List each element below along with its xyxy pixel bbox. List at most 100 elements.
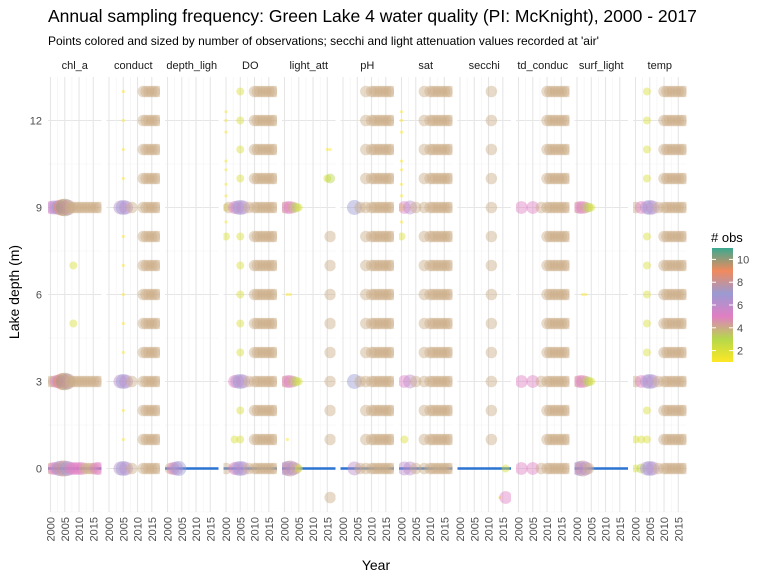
data-point <box>140 433 152 446</box>
data-point <box>663 375 676 388</box>
data-point <box>669 172 682 185</box>
data-point <box>558 259 570 272</box>
data-point <box>544 230 556 243</box>
data-point <box>642 435 651 444</box>
data-point <box>137 230 150 243</box>
x-tick-label: 2005 <box>411 517 423 541</box>
legend-colorbar <box>712 248 733 362</box>
data-point <box>374 172 386 185</box>
data-point <box>663 230 676 243</box>
x-tick-label: 2005 <box>177 517 189 541</box>
data-point <box>663 172 676 185</box>
data-point <box>251 317 264 330</box>
data-point <box>678 143 687 156</box>
data-point <box>140 317 152 330</box>
data-point <box>645 374 660 389</box>
data-point <box>254 230 266 243</box>
facet-label: sat <box>418 60 433 72</box>
data-point <box>555 404 568 417</box>
data-point <box>140 404 152 417</box>
facet-label: temp <box>648 60 672 72</box>
data-point <box>53 199 71 216</box>
data-point <box>140 172 152 185</box>
data-point <box>661 462 673 475</box>
data-point <box>561 375 570 388</box>
data-point <box>444 346 453 359</box>
data-point <box>642 145 651 154</box>
data-point <box>140 201 152 214</box>
data-point <box>146 317 158 330</box>
data-point <box>137 404 150 417</box>
data-point <box>251 259 264 272</box>
data-point <box>263 346 275 359</box>
data-point <box>151 143 160 156</box>
data-point <box>658 346 670 359</box>
data-point <box>360 317 372 330</box>
data-point <box>561 201 570 214</box>
data-point <box>516 375 528 388</box>
data-point <box>574 462 584 475</box>
data-point <box>377 317 389 330</box>
data-point <box>263 433 275 446</box>
data-point <box>672 201 685 214</box>
data-point <box>251 375 264 388</box>
data-point <box>661 288 673 301</box>
data-point <box>290 376 301 387</box>
data-point <box>148 317 160 330</box>
data-point <box>410 462 422 475</box>
data-point <box>441 172 453 185</box>
data-point <box>236 435 245 444</box>
data-point <box>549 462 562 475</box>
data-point <box>438 346 451 359</box>
data-point <box>380 201 392 214</box>
data-point <box>236 145 245 154</box>
data-point <box>558 114 570 127</box>
data-point <box>224 194 228 198</box>
data-point <box>432 201 445 214</box>
data-point <box>236 87 245 96</box>
data-point <box>658 230 670 243</box>
data-point <box>546 375 559 388</box>
data-point <box>382 230 394 243</box>
data-point <box>642 374 658 389</box>
data-point <box>148 346 160 359</box>
data-point <box>260 201 272 214</box>
data-point <box>151 433 160 446</box>
data-point <box>254 114 266 127</box>
data-point <box>251 288 264 301</box>
data-point <box>282 375 294 388</box>
data-point <box>151 230 160 243</box>
data-point <box>675 462 687 475</box>
data-point <box>324 259 336 272</box>
data-point <box>140 85 152 98</box>
data-point <box>552 288 565 301</box>
data-point <box>444 85 453 98</box>
data-point <box>263 259 275 272</box>
data-point <box>377 375 389 388</box>
x-tick-label: 2000 <box>338 517 350 541</box>
data-point <box>432 85 445 98</box>
data-point <box>633 375 642 388</box>
data-point <box>382 201 394 214</box>
data-point <box>140 114 152 127</box>
data-point <box>661 375 673 388</box>
data-point <box>380 143 392 156</box>
data-point <box>385 172 394 185</box>
data-point <box>148 85 160 98</box>
data-point <box>444 433 453 446</box>
data-point <box>435 201 448 214</box>
data-point <box>148 375 160 388</box>
data-point <box>236 319 245 328</box>
data-point <box>146 433 158 446</box>
data-point <box>368 346 381 359</box>
data-point <box>140 259 152 272</box>
data-point <box>555 259 568 272</box>
data-point <box>544 201 556 214</box>
data-point <box>268 85 277 98</box>
data-point <box>148 288 160 301</box>
data-point <box>438 143 451 156</box>
data-point <box>552 143 565 156</box>
data-point <box>642 348 651 357</box>
data-point <box>251 433 264 446</box>
data-point <box>669 85 682 98</box>
